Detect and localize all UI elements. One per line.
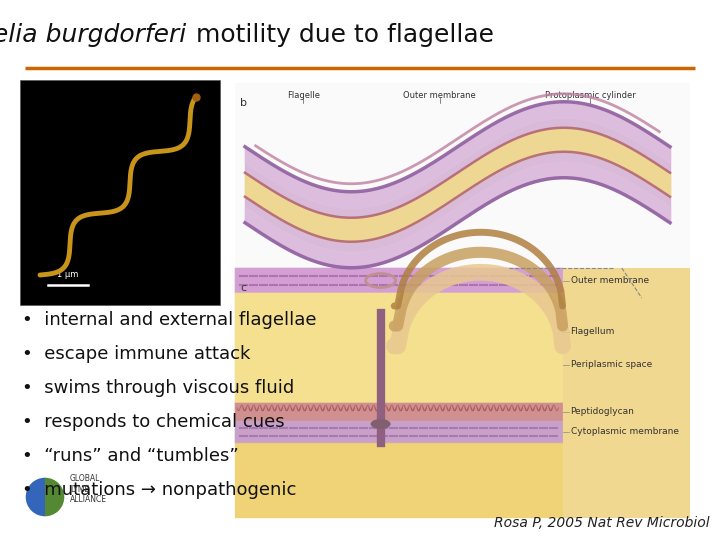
Text: Outer membrane: Outer membrane (570, 276, 649, 285)
Text: •  swims through viscous fluid: • swims through viscous fluid (22, 379, 294, 397)
Text: Rosa P, 2005 Nat Rev Microbiol: Rosa P, 2005 Nat Rev Microbiol (495, 516, 710, 530)
FancyBboxPatch shape (235, 268, 563, 293)
Text: GLOBAL
LYME
ALLIANCE: GLOBAL LYME ALLIANCE (70, 474, 107, 504)
Text: •  mutations → nonpathogenic: • mutations → nonpathogenic (22, 481, 297, 499)
Text: Flagelle: Flagelle (287, 91, 320, 100)
Text: b: b (240, 98, 247, 108)
Wedge shape (45, 477, 65, 517)
Text: c: c (240, 283, 246, 293)
Text: Borrelia burgdorferi: Borrelia burgdorferi (0, 23, 186, 47)
Text: Cytoplasmic membrane: Cytoplasmic membrane (570, 428, 678, 436)
Text: •  internal and external flagellae: • internal and external flagellae (22, 311, 317, 329)
FancyBboxPatch shape (235, 83, 690, 268)
Text: •  escape immune attack: • escape immune attack (22, 345, 251, 363)
Text: Protoplasmic cylinder: Protoplasmic cylinder (544, 91, 635, 100)
FancyBboxPatch shape (20, 80, 220, 305)
FancyBboxPatch shape (235, 421, 563, 443)
FancyBboxPatch shape (235, 403, 563, 421)
Text: Periplasmic space: Periplasmic space (570, 360, 652, 369)
Text: •  responds to chemical cues: • responds to chemical cues (22, 413, 284, 431)
Wedge shape (25, 477, 45, 517)
Text: motility due to flagellae: motility due to flagellae (188, 23, 494, 47)
Text: 1 μm: 1 μm (58, 270, 78, 279)
FancyBboxPatch shape (235, 293, 563, 403)
Text: Flagellum: Flagellum (570, 327, 615, 336)
FancyBboxPatch shape (235, 268, 690, 518)
Text: Peptidoglycan: Peptidoglycan (570, 408, 634, 416)
Ellipse shape (371, 419, 391, 429)
FancyBboxPatch shape (235, 443, 563, 518)
Text: Outer membrane: Outer membrane (403, 91, 476, 100)
Text: •  “runs” and “tumbles”: • “runs” and “tumbles” (22, 447, 239, 465)
